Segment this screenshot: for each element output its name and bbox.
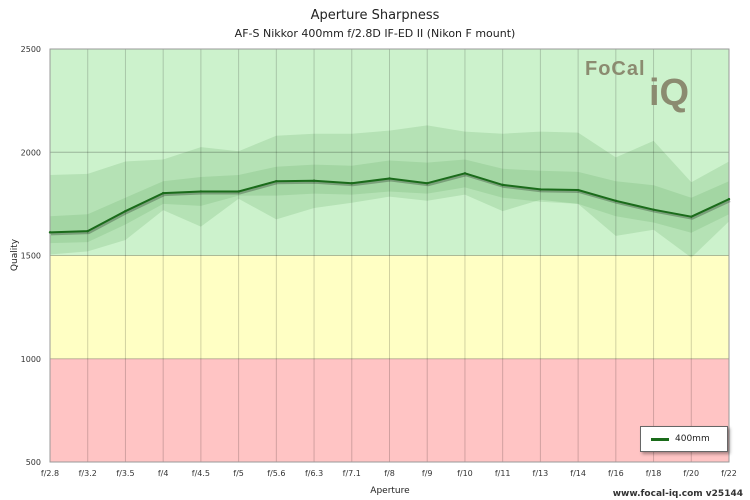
- series-point: [275, 179, 278, 183]
- series-point: [576, 188, 580, 192]
- x-tick-label: f/3.2: [79, 469, 97, 478]
- series-line-shadow: [50, 173, 731, 236]
- quality-zone-1: [50, 255, 729, 359]
- range-band-outer: [50, 125, 729, 258]
- y-tick-label: 1000: [21, 355, 41, 364]
- legend-label: 400mm: [675, 434, 710, 444]
- series-point: [124, 209, 127, 213]
- x-tick-label: f/2.8: [41, 469, 59, 478]
- quality-zone-2: [50, 49, 729, 256]
- x-tick-label: f/10: [457, 469, 473, 478]
- y-tick-label: 500: [26, 458, 41, 467]
- x-axis-label: Aperture: [370, 486, 410, 496]
- x-tick-label: f/5: [233, 469, 244, 478]
- x-tick-label: f/13: [533, 469, 549, 478]
- x-tick-label: f/3.5: [116, 469, 134, 478]
- range-band-inner: [50, 159, 729, 244]
- x-tick-label: f/20: [683, 469, 699, 478]
- x-tick-label: f/11: [495, 469, 511, 478]
- logo-text-2: iQ: [649, 72, 690, 114]
- x-tick-label: f/4: [158, 469, 169, 478]
- x-tick-label: f/5.6: [267, 469, 285, 478]
- y-tick-label: 2000: [21, 148, 41, 157]
- legend-swatch: [651, 437, 669, 441]
- series-point: [350, 182, 353, 185]
- series-point: [501, 183, 504, 187]
- series-point: [614, 199, 618, 202]
- x-tick-label: f/18: [646, 469, 662, 478]
- legend: 400mm: [640, 426, 728, 452]
- x-tick-label: f/16: [608, 469, 624, 478]
- x-tick-label: f/4.5: [192, 469, 210, 478]
- series-point: [463, 172, 467, 175]
- plot-frame: [49, 48, 730, 463]
- chart-subtitle: AF-S Nikkor 400mm f/2.8D IF-ED II (Nikon…: [234, 27, 516, 40]
- x-tick-label: f/8: [384, 469, 395, 478]
- logo-text-1: FoCal: [585, 58, 646, 80]
- chart-title: Aperture Sharpness: [310, 8, 440, 23]
- series-point: [690, 215, 693, 218]
- y-axis-label: Quality: [10, 238, 20, 271]
- series-point: [86, 229, 89, 233]
- series-point: [161, 191, 165, 195]
- x-tick-label: f/7.1: [343, 469, 361, 478]
- x-tick-label: f/9: [422, 469, 433, 478]
- y-tick-label: 1500: [21, 252, 41, 261]
- quality-zone-0: [50, 358, 729, 462]
- x-tick-label: f/14: [570, 469, 586, 478]
- series-point: [199, 190, 203, 193]
- series-point: [388, 177, 391, 180]
- series-point: [237, 190, 240, 193]
- y-tick-label: 2500: [21, 45, 41, 54]
- series-point: [48, 231, 52, 234]
- series-point: [652, 208, 655, 211]
- series-point: [727, 197, 731, 201]
- series-point: [312, 179, 316, 182]
- footer-credit: www.focal-iq.com v25144: [612, 489, 743, 499]
- focal-iq-logo: FoCal iQ: [585, 58, 715, 116]
- series-point: [539, 188, 542, 191]
- series-point: [426, 182, 429, 185]
- x-tick-label: f/22: [721, 469, 737, 478]
- x-tick-label: f/6.3: [305, 469, 323, 478]
